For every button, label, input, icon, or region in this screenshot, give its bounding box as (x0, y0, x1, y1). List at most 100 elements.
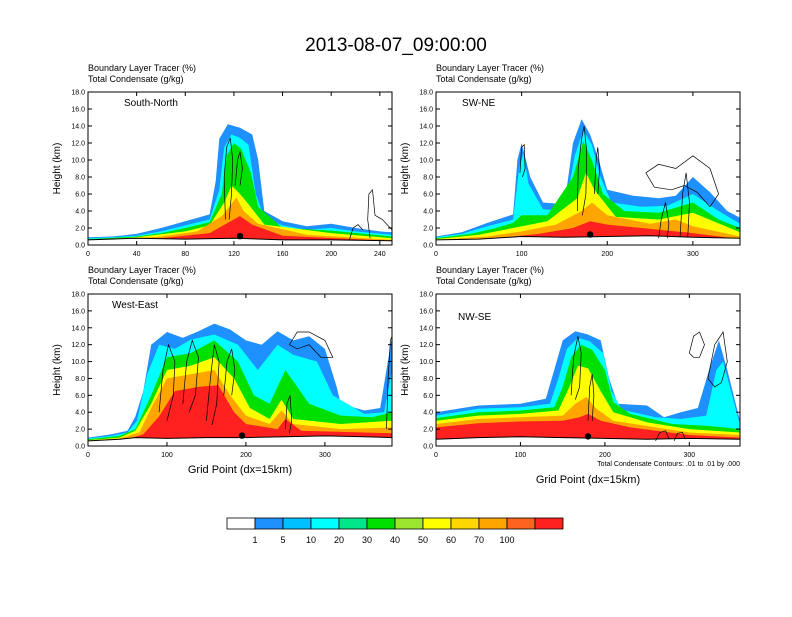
panel-label: South-North (124, 98, 178, 109)
y-tick-label: 16.0 (71, 308, 85, 315)
x-tick-label: 100 (516, 251, 528, 258)
colorbar-label: 1 (252, 535, 257, 545)
y-tick-label: 16.0 (71, 107, 85, 114)
figure-title: 2013-08-07_09:00:00 (305, 35, 487, 56)
colorbar-swatch (282, 517, 312, 530)
y-tick-label: 0.0 (423, 243, 433, 250)
y-tick-label: 10.0 (71, 158, 85, 165)
location-marker (236, 233, 244, 240)
y-tick-label: 16.0 (419, 308, 433, 315)
x-tick-label: 40 (133, 251, 141, 258)
y-tick-label: 10.0 (419, 158, 433, 165)
colorbar-label: 50 (418, 535, 428, 545)
y-tick-label: 6.0 (75, 192, 85, 199)
location-marker (584, 433, 592, 440)
condensate-contour (386, 336, 392, 430)
condensate-contour (707, 331, 728, 388)
colorbar-label: 10 (306, 535, 316, 545)
x-axis-label: Grid Point (dx=15km) (188, 464, 292, 476)
y-tick-label: 8.0 (75, 175, 85, 182)
colorbar-label: 100 (499, 535, 514, 545)
y-tick-label: 16.0 (419, 107, 433, 114)
colorbar-swatch (506, 517, 536, 530)
x-tick-label: 300 (319, 452, 331, 459)
y-tick-label: 4.0 (423, 209, 433, 216)
y-tick-label: 4.0 (75, 209, 85, 216)
y-tick-label: 14.0 (71, 325, 85, 332)
condensate-contour (367, 188, 392, 239)
colorbar: 1 5 10 20 30 40 50 60 70 100 (226, 517, 564, 545)
y-tick-label: 6.0 (75, 393, 85, 400)
x-tick-label: 100 (515, 452, 527, 459)
y-tick-label: 4.0 (75, 410, 85, 417)
y-tick-label: 2.0 (75, 226, 85, 233)
y-tick-label: 14.0 (419, 124, 433, 131)
colorbar-swatch (478, 517, 508, 530)
condensate-contour (679, 172, 690, 237)
tracer-level-6 (88, 216, 392, 245)
condensate-contour (519, 143, 526, 178)
y-tick-label: 18.0 (71, 292, 85, 299)
y-tick-label: 18.0 (419, 292, 433, 299)
y-tick-label: 4.0 (423, 410, 433, 417)
condensate-contour (570, 336, 582, 400)
y-tick-label: 0.0 (75, 243, 85, 250)
colorbar-label: 60 (446, 535, 456, 545)
y-tick-label: 2.0 (423, 226, 433, 233)
colorbar-swatch (534, 517, 564, 530)
x-tick-label: 200 (599, 452, 611, 459)
panel-sw-ne: Boundary Layer Tracer (%) Total Condensa… (400, 63, 741, 258)
x-tick-label: 200 (325, 251, 337, 258)
terrain (436, 235, 740, 245)
y-tick-label: 2.0 (75, 427, 85, 434)
panel-label: NW-SE (458, 312, 491, 323)
y-tick-label: 18.0 (419, 90, 433, 97)
tracer-level-6 (88, 385, 392, 446)
condensate-contour (182, 339, 199, 413)
condensate-contour (158, 343, 176, 421)
condensate-contour (576, 125, 588, 216)
colorbar-swatch (254, 517, 284, 530)
x-tick-label: 160 (277, 251, 289, 258)
panel-subtitle-1: Boundary Layer Tracer (%) (88, 63, 196, 73)
colorbar-swatch (366, 517, 396, 530)
colorbar-label: 5 (280, 535, 285, 545)
colorbar-label: 20 (334, 535, 344, 545)
x-tick-label: 240 (374, 251, 386, 258)
y-tick-label: 18.0 (71, 90, 85, 97)
x-tick-label: 0 (434, 452, 438, 459)
condensate-contour (285, 395, 293, 434)
condensate-contour (594, 147, 600, 195)
panel-south-north: Boundary Layer Tracer (%) Total Condensa… (52, 63, 393, 258)
x-tick-label: 200 (601, 251, 613, 258)
terrain (88, 435, 392, 446)
y-tick-label: 12.0 (419, 342, 433, 349)
x-tick-label: 300 (687, 251, 699, 258)
x-tick-label: 80 (181, 251, 189, 258)
x-tick-label: 0 (86, 452, 90, 459)
x-tick-label: 300 (683, 452, 695, 459)
condensate-contour (658, 202, 670, 239)
x-tick-label: 120 (228, 251, 240, 258)
panel-subtitle-2: Total Condensate (g/kg) (436, 74, 532, 84)
y-tick-label: 10.0 (71, 359, 85, 366)
panel-nw-se: Boundary Layer Tracer (%) Total Condensa… (400, 265, 741, 486)
condensate-contour (688, 331, 705, 358)
y-tick-label: 8.0 (423, 376, 433, 383)
y-axis-label: Height (km) (52, 344, 63, 396)
y-axis-label: Height (km) (52, 143, 63, 195)
colorbar-label: 40 (390, 535, 400, 545)
colorbar-swatch (450, 517, 480, 530)
footnote: Total Condensate Contours: .01 to .01 by… (597, 461, 740, 468)
condensate-contour (223, 348, 236, 396)
y-tick-label: 14.0 (419, 325, 433, 332)
panel-label: West-East (112, 300, 158, 311)
location-marker (238, 432, 246, 439)
y-tick-label: 8.0 (423, 175, 433, 182)
colorbar-swatch (226, 517, 256, 530)
panel-label: SW-NE (462, 98, 495, 109)
condensate-contour (645, 155, 719, 208)
location-marker (586, 231, 594, 238)
colorbar-label: 30 (362, 535, 372, 545)
